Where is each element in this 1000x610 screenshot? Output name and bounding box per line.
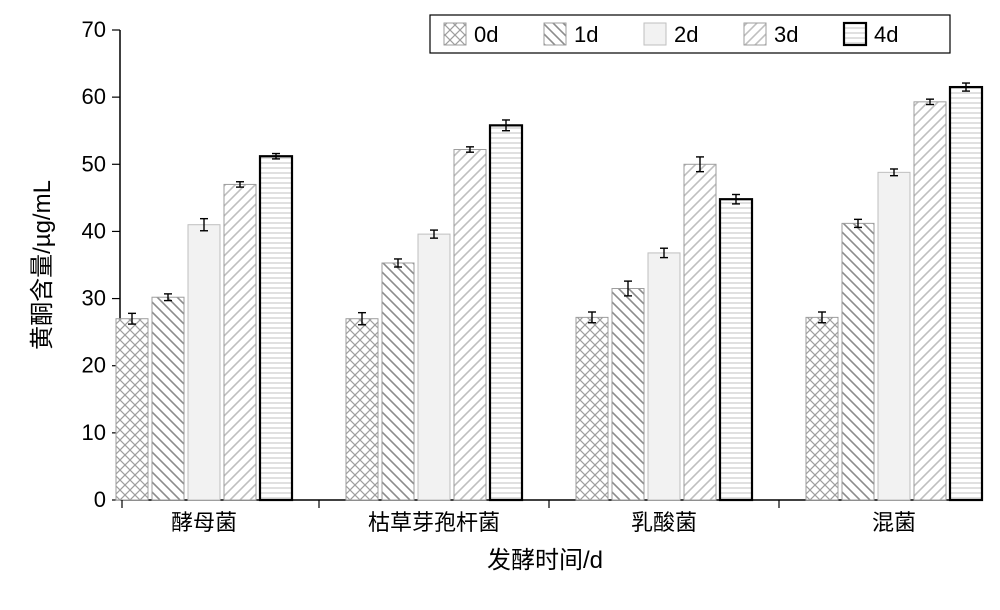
svg-text:50: 50 xyxy=(82,151,106,176)
svg-text:10: 10 xyxy=(82,420,106,445)
bar xyxy=(720,199,752,500)
bar xyxy=(224,184,256,500)
x-category-label: 枯草芽孢杆菌 xyxy=(368,510,500,535)
x-category-label: 混菌 xyxy=(872,510,916,535)
svg-text:黄酮含量/µg/mL: 黄酮含量/µg/mL xyxy=(29,180,56,350)
bar xyxy=(612,289,644,501)
legend-label: 2d xyxy=(674,22,698,47)
svg-text:40: 40 xyxy=(82,218,106,243)
x-category-label: 乳酸菌 xyxy=(631,510,697,535)
svg-text:0: 0 xyxy=(94,487,106,512)
legend-swatch xyxy=(844,23,866,45)
bar xyxy=(382,263,414,500)
svg-text:30: 30 xyxy=(82,286,106,311)
bar xyxy=(490,125,522,500)
svg-text:60: 60 xyxy=(82,84,106,109)
legend-label: 4d xyxy=(874,22,898,47)
bar xyxy=(346,319,378,500)
bar xyxy=(878,172,910,500)
bar xyxy=(914,102,946,500)
bar xyxy=(806,317,838,500)
bar xyxy=(842,223,874,500)
bar xyxy=(152,297,184,500)
svg-text:70: 70 xyxy=(82,17,106,42)
bar xyxy=(684,164,716,500)
bar xyxy=(950,87,982,500)
svg-text:20: 20 xyxy=(82,353,106,378)
bar xyxy=(576,317,608,500)
bar xyxy=(260,156,292,500)
chart-svg: 0 10 20 30 40 50 60 70 黄酮含量/µg/mL 酵母菌 枯草芽孢杆菌 乳酸菌 混菌发… xyxy=(0,0,1000,610)
legend-swatch xyxy=(544,23,566,45)
bar xyxy=(648,253,680,500)
flavonoid-bar-chart: 0 10 20 30 40 50 60 70 黄酮含量/µg/mL 酵母菌 枯草芽孢杆菌 乳酸菌 混菌发… xyxy=(0,0,1000,610)
legend-label: 1d xyxy=(574,22,598,47)
legend-label: 0d xyxy=(474,22,498,47)
bar xyxy=(418,234,450,500)
legend-label: 3d xyxy=(774,22,798,47)
x-category-label: 酵母菌 xyxy=(171,510,237,535)
legend-swatch xyxy=(644,23,666,45)
legend-swatch xyxy=(444,23,466,45)
legend-swatch xyxy=(744,23,766,45)
bar xyxy=(116,319,148,500)
bar xyxy=(188,225,220,500)
bar xyxy=(454,150,486,500)
x-axis-label: 发酵时间/d xyxy=(487,547,603,574)
